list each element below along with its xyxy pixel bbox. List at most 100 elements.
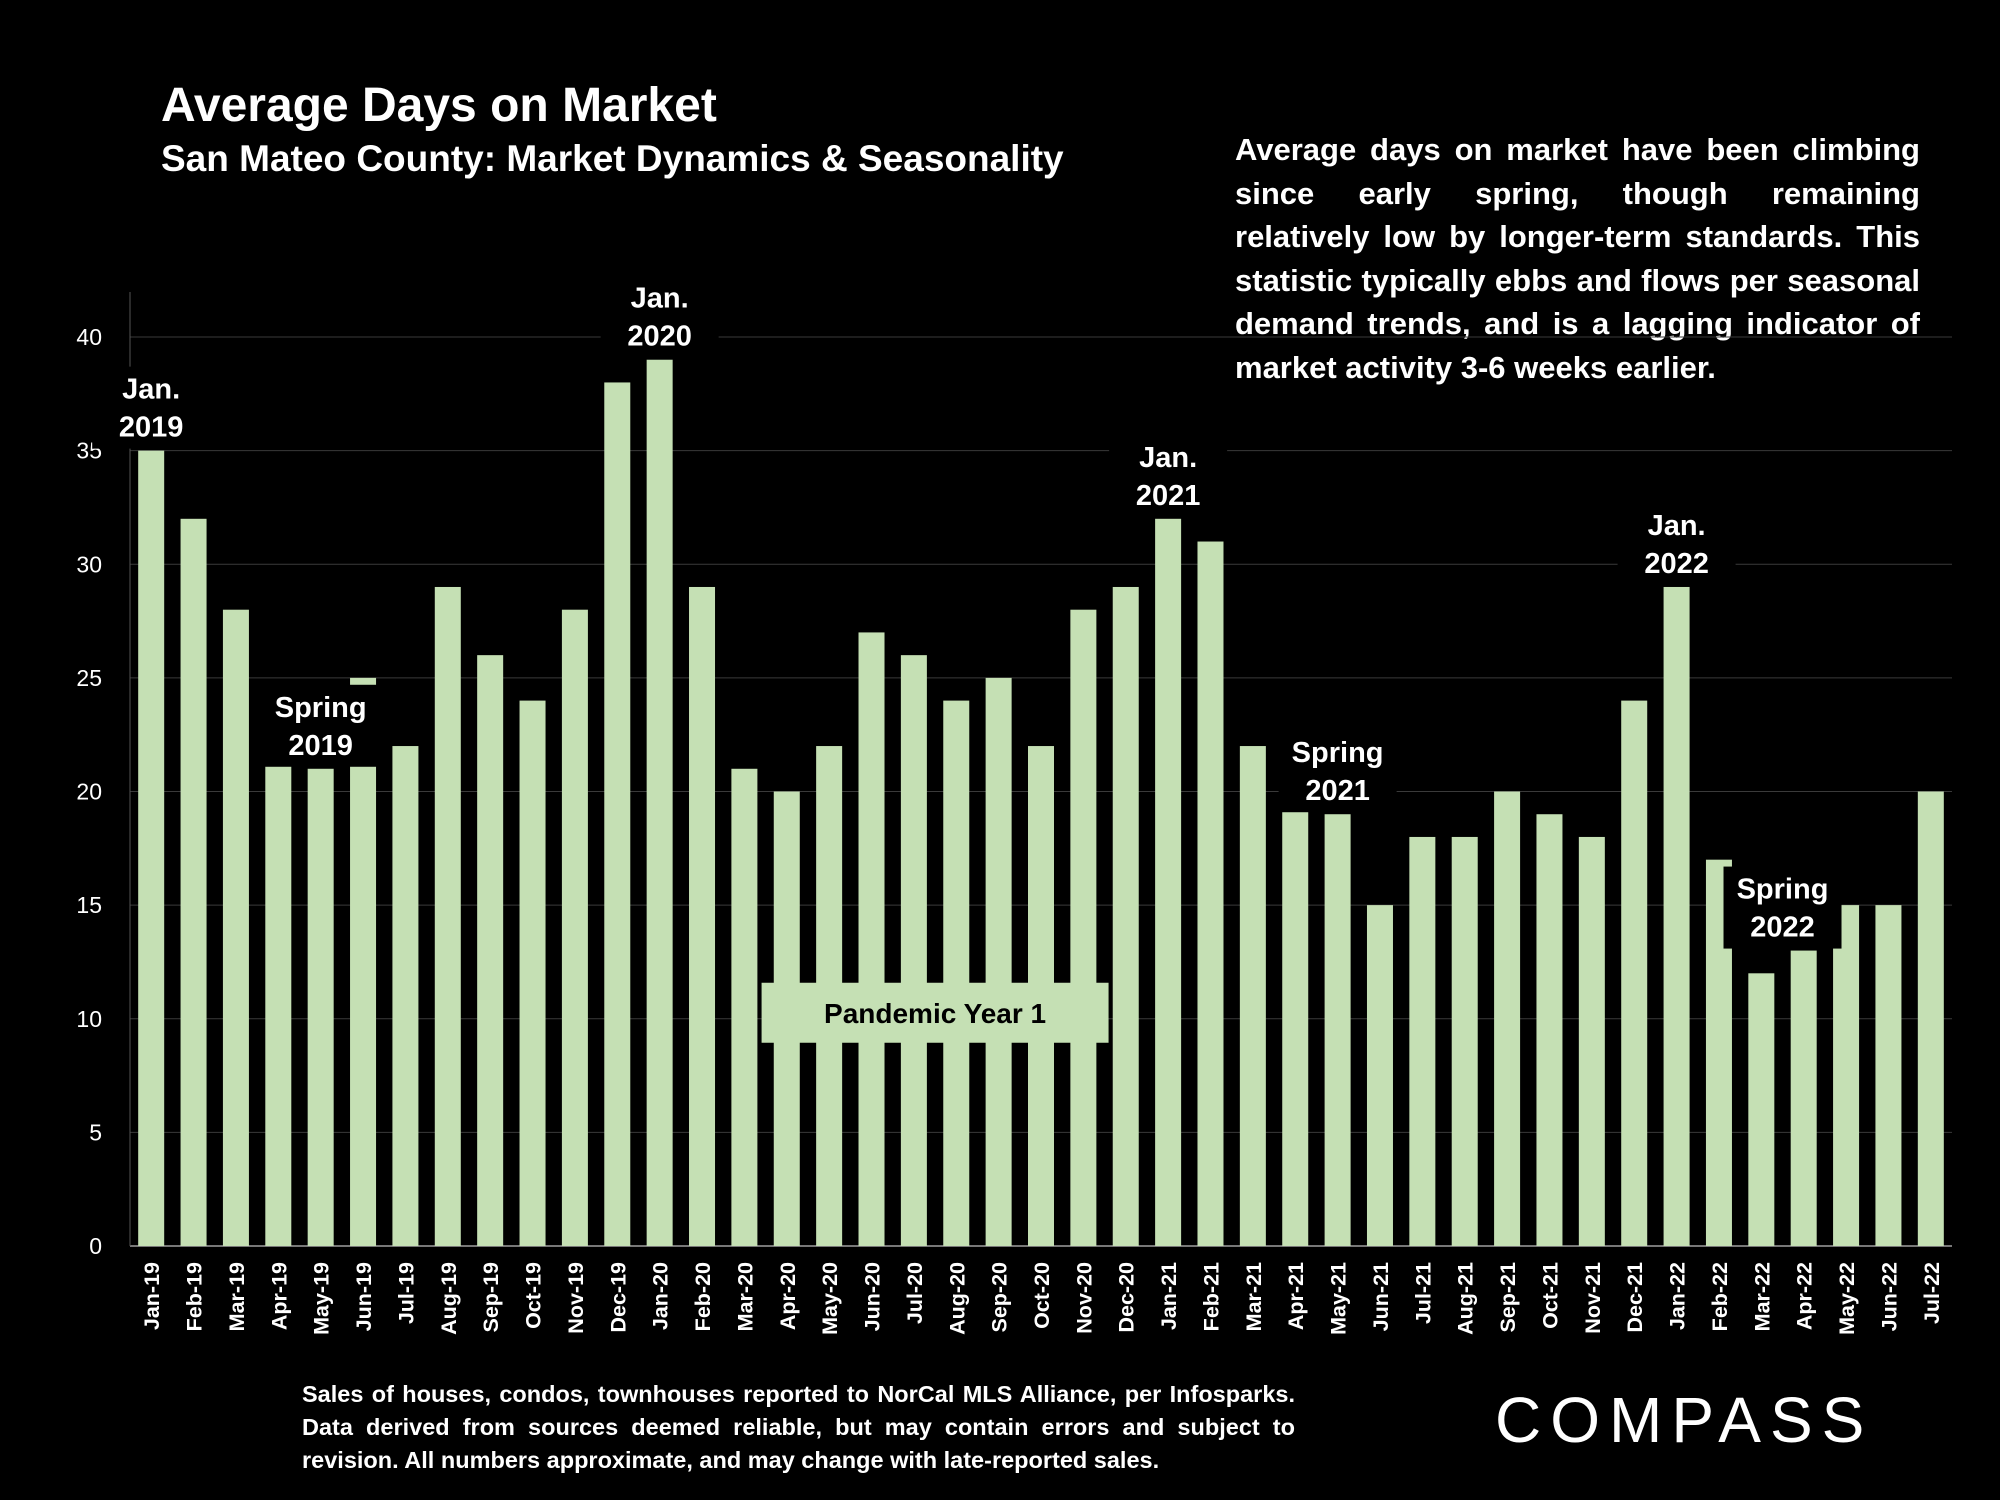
bar (689, 586, 716, 1246)
annotation-bg (1617, 502, 1736, 585)
annotation-bg (261, 684, 380, 767)
bar (1070, 609, 1097, 1246)
x-tick-label: Apr-22 (1793, 1262, 1817, 1330)
annotation-label: Spring (1737, 874, 1829, 906)
bar (434, 586, 461, 1246)
bar (943, 700, 970, 1246)
bar (1917, 791, 1944, 1246)
bar (1451, 836, 1478, 1246)
bar (307, 768, 334, 1246)
x-tick-label: Nov-19 (564, 1262, 588, 1334)
annotation-bg (1278, 730, 1397, 813)
bar (731, 768, 758, 1246)
bar (222, 609, 249, 1246)
bar (1409, 836, 1436, 1246)
annotations: Jan. 2019 Spring 2019 Jan. 2020 Jan. 2021 Spring… (92, 275, 1842, 949)
bar (477, 655, 504, 1246)
bar (985, 677, 1012, 1246)
y-tick-label: 40 (76, 324, 102, 350)
band-label: Pandemic Year 1 (824, 998, 1046, 1029)
bar (858, 632, 885, 1246)
x-tick-label: Aug-20 (945, 1262, 969, 1335)
x-tick-label: Oct-20 (1030, 1262, 1054, 1329)
x-tick-label: Jul-20 (903, 1262, 927, 1324)
chart-title: Average Days on Market (161, 79, 717, 132)
annotation-bg (1109, 434, 1228, 517)
chart-subtitle: San Mateo County: Market Dynamics & Seas… (161, 138, 1064, 179)
x-tick-label: Jun-19 (352, 1262, 376, 1331)
x-tick-label: Nov-20 (1072, 1262, 1096, 1334)
annotation-label: Jan. (1648, 510, 1706, 542)
annotation-label: 2021 (1136, 480, 1201, 512)
x-tick-label: Jan-21 (1157, 1262, 1181, 1330)
y-tick-label: 0 (89, 1233, 102, 1259)
x-tick-label: Jun-22 (1877, 1262, 1901, 1331)
bar (1155, 518, 1182, 1246)
x-tick-label: Feb-22 (1708, 1262, 1732, 1331)
x-tick-label: Feb-21 (1199, 1262, 1223, 1331)
x-tick-label: Dec-20 (1115, 1262, 1139, 1333)
x-tick-label: Aug-19 (437, 1262, 461, 1335)
bar (1494, 791, 1521, 1246)
bar (350, 677, 377, 1246)
bar (561, 609, 588, 1246)
x-tick-label: Mar-19 (225, 1262, 249, 1331)
bar (1790, 950, 1817, 1246)
annotation-label: 2019 (288, 730, 353, 762)
bar (1663, 586, 1690, 1246)
bar (646, 359, 673, 1247)
bar (1748, 973, 1775, 1246)
x-tick-label: May-19 (310, 1262, 334, 1335)
x-tick-label: Jun-20 (861, 1262, 885, 1331)
x-tick-label: Mar-21 (1242, 1262, 1266, 1331)
x-tick-label: Oct-21 (1538, 1262, 1562, 1329)
x-tick-label: May-21 (1327, 1262, 1351, 1335)
annotation-label: Jan. (631, 283, 689, 315)
bar (392, 746, 419, 1246)
x-tick-label: Jul-21 (1411, 1262, 1435, 1324)
x-tick-label: Dec-21 (1623, 1262, 1647, 1333)
bar (180, 518, 207, 1246)
annotation-label: 2021 (1305, 775, 1370, 807)
x-tick-label: Jul-22 (1920, 1262, 1944, 1324)
x-tick-label: Apr-19 (267, 1262, 291, 1330)
compass-logo-text: COMPASS (1495, 1384, 1873, 1456)
x-tick-label: May-22 (1835, 1262, 1859, 1335)
y-tick-label: 30 (76, 551, 102, 577)
bar (519, 700, 546, 1246)
annotation-bg (92, 366, 211, 449)
bar (265, 746, 292, 1246)
x-tick-label: Feb-20 (691, 1262, 715, 1331)
x-tick-label: Oct-19 (522, 1262, 546, 1329)
bar (138, 450, 165, 1246)
bar (1833, 905, 1860, 1246)
x-tick-label: Jan-22 (1666, 1262, 1690, 1330)
x-tick-label: Jan-20 (649, 1262, 673, 1330)
annotation-label: 2022 (1644, 548, 1709, 580)
y-tick-label: 20 (76, 779, 102, 805)
bar (1366, 905, 1393, 1246)
x-tick-label: Feb-19 (183, 1262, 207, 1331)
x-tick-label: May-20 (818, 1262, 842, 1335)
x-tick-label: Jan-19 (140, 1262, 164, 1330)
bar (1324, 814, 1351, 1246)
bar (1112, 586, 1139, 1246)
annotation-label: 2019 (119, 412, 184, 444)
bar (1621, 700, 1648, 1246)
bars (138, 359, 1944, 1247)
annotation-label: Spring (275, 692, 367, 724)
compass-logo: COMPASS (1495, 1384, 1873, 1456)
bar (1578, 836, 1605, 1246)
x-tick-label: Mar-22 (1750, 1262, 1774, 1331)
band-box (761, 982, 1109, 1043)
x-tick-label: Mar-20 (733, 1262, 757, 1331)
x-axis: Jan-19 Feb-19 Mar-19 Apr-19 May-19 Jun-19 Jul-… (140, 1262, 1944, 1335)
bar (1197, 541, 1224, 1246)
x-tick-label: Sep-19 (479, 1262, 503, 1333)
x-tick-label: Sep-21 (1496, 1262, 1520, 1333)
annotation-label: 2020 (627, 321, 692, 353)
y-tick-label: 25 (76, 665, 102, 691)
bar (1239, 746, 1266, 1246)
annotation-label: Jan. (122, 374, 180, 406)
